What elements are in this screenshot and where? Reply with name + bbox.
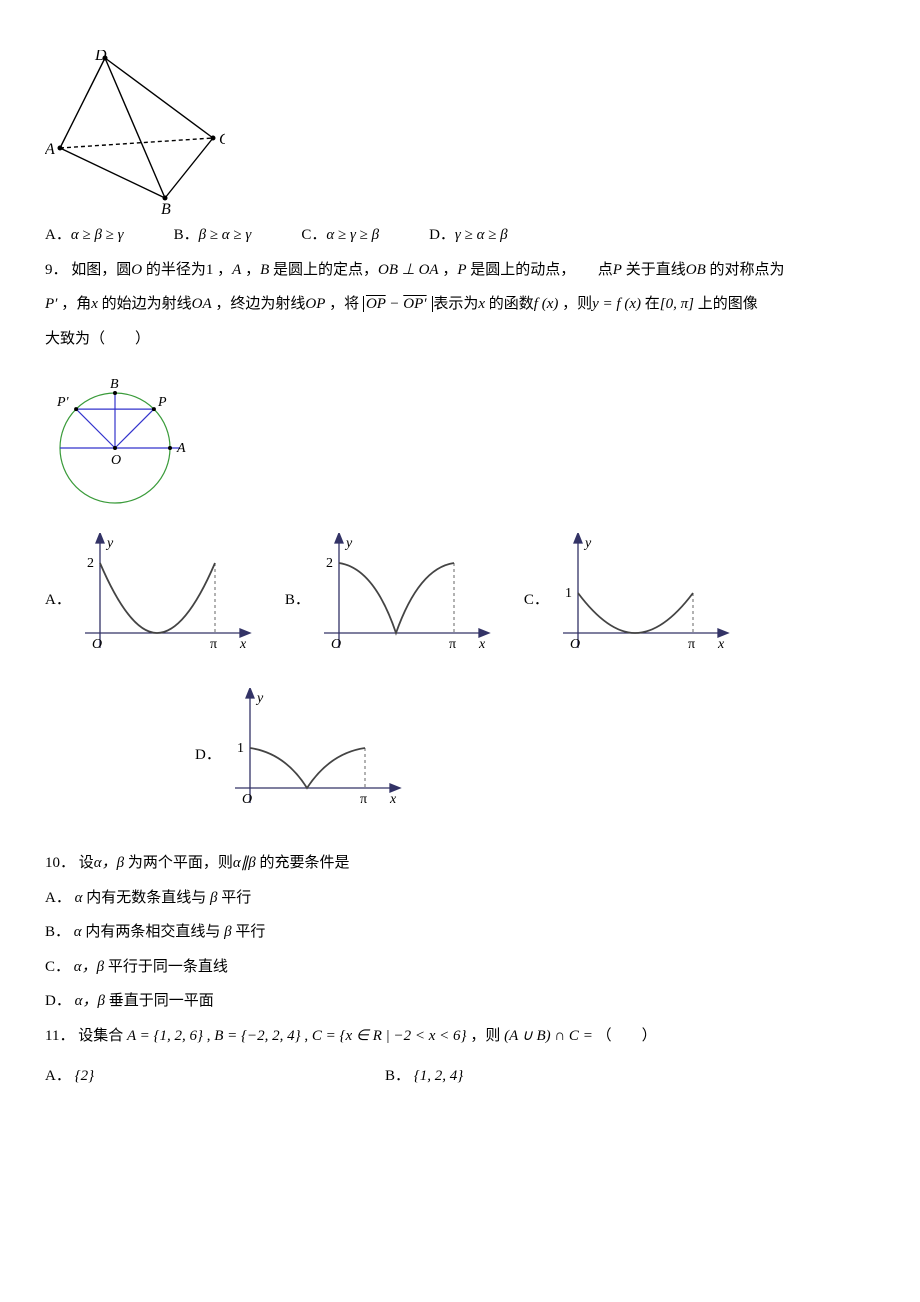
- chart-a: y x O 2 π: [75, 533, 255, 668]
- q9-stem-2: P′ ，角x 的始边为射线OA ，终边为射线OP ，将 OP − OP′ 表示为…: [45, 290, 875, 319]
- svg-text:y: y: [583, 536, 592, 551]
- svg-text:O: O: [331, 637, 341, 652]
- svg-text:O: O: [92, 637, 102, 652]
- q8-option-a[interactable]: A．α ≥ β ≥ γ: [45, 221, 124, 250]
- svg-text:2: 2: [326, 556, 333, 571]
- chart-b: y x O 2 π: [314, 533, 494, 668]
- svg-text:1: 1: [565, 586, 572, 601]
- svg-text:B: B: [161, 201, 171, 215]
- q10-option-c[interactable]: C． α，β 平行于同一条直线: [45, 953, 875, 982]
- q8-figure: A B C D: [45, 50, 875, 215]
- q11-stem: 11． 设集合 A = {1, 2, 6} , B = {−2, 2, 4} ,…: [45, 1022, 875, 1051]
- svg-text:π: π: [210, 637, 217, 652]
- q9-options-row1: A． yx O 2 π B．: [45, 533, 875, 688]
- svg-text:x: x: [389, 792, 397, 807]
- svg-text:x: x: [478, 637, 486, 652]
- q9-stem-3: 大致为（ ）: [45, 325, 875, 354]
- svg-text:π: π: [449, 637, 456, 652]
- q11-option-a[interactable]: A． {2}: [45, 1062, 385, 1091]
- svg-text:B: B: [110, 377, 119, 392]
- q11-option-b[interactable]: B． {1, 2, 4}: [385, 1062, 463, 1091]
- svg-text:O: O: [242, 792, 252, 807]
- svg-text:x: x: [717, 637, 725, 652]
- svg-text:y: y: [344, 536, 353, 551]
- q9-options-row2: D． yx O 1 π: [195, 688, 875, 843]
- q9-circle-figure: O A B P P': [45, 368, 875, 518]
- chart-d: y x O 1 π: [225, 688, 405, 823]
- svg-text:y: y: [255, 691, 264, 706]
- q9-option-b[interactable]: B． yx O 2 π: [285, 533, 494, 668]
- q8-option-b[interactable]: B．β ≥ α ≥ γ: [174, 221, 252, 250]
- q10-option-d[interactable]: D． α，β 垂直于同一平面: [45, 987, 875, 1016]
- svg-text:P: P: [157, 395, 167, 410]
- svg-text:C: C: [219, 131, 225, 148]
- svg-text:A: A: [45, 141, 55, 158]
- svg-text:π: π: [688, 637, 695, 652]
- q10-option-a[interactable]: A． α 内有无数条直线与 β 平行: [45, 884, 875, 913]
- tetrahedron-svg: A B C D: [45, 50, 225, 215]
- q9-option-d[interactable]: D． yx O 1 π: [195, 688, 405, 823]
- svg-text:D: D: [94, 50, 107, 64]
- q9-option-c[interactable]: C． yx O 1 π: [524, 533, 733, 668]
- chart-c: y x O 1 π: [553, 533, 733, 668]
- q8-options: A．α ≥ β ≥ γ B．β ≥ α ≥ γ C．α ≥ γ ≥ β D．γ …: [45, 221, 875, 250]
- q9-option-a[interactable]: A． yx O 2 π: [45, 533, 255, 668]
- svg-text:1: 1: [237, 741, 244, 756]
- svg-text:O: O: [111, 453, 121, 468]
- q10-option-b[interactable]: B． α 内有两条相交直线与 β 平行: [45, 918, 875, 947]
- svg-text:A: A: [176, 441, 186, 456]
- q9-num: 9．: [45, 262, 68, 278]
- q10-stem: 10． 设α，β 为两个平面，则α∥β 的充要条件是: [45, 849, 875, 878]
- q8-option-c[interactable]: C．α ≥ γ ≥ β: [301, 221, 379, 250]
- svg-text:P': P': [56, 395, 70, 410]
- q11-options: A． {2} B． {1, 2, 4}: [45, 1062, 875, 1091]
- svg-text:y: y: [105, 536, 114, 551]
- svg-text:O: O: [570, 637, 580, 652]
- svg-text:x: x: [239, 637, 247, 652]
- svg-text:2: 2: [87, 556, 94, 571]
- q9-stem: 9． 如图，圆O 的半径为1 ，A ，B 是圆上的定点，OB ⊥ OA ，P 是…: [45, 256, 875, 285]
- svg-text:π: π: [360, 792, 367, 807]
- q8-option-d[interactable]: D．γ ≥ α ≥ β: [429, 221, 508, 250]
